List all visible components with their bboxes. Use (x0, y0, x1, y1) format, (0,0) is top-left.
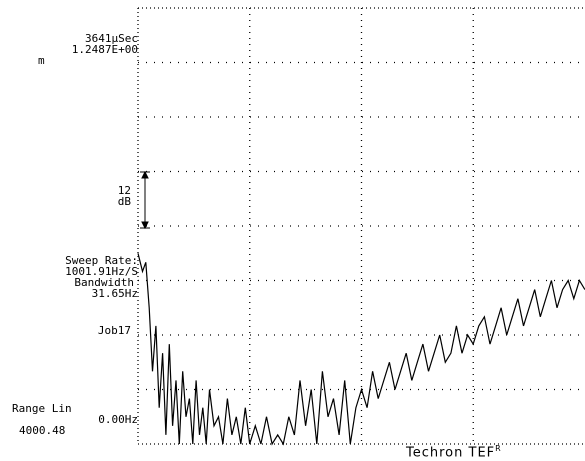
scale-marker (140, 170, 150, 230)
response-trace (137, 253, 585, 446)
sweep-rate-value: 1001.91Hz/S (65, 265, 138, 278)
brand-name: Techron TEF (406, 445, 496, 461)
scale-marker-unit: dB (117, 195, 131, 208)
chart-grid (137, 7, 585, 445)
job-label: Job17 (97, 324, 131, 337)
scale-value-label: 1.2487E+00 (71, 43, 138, 56)
scale-marker-value: 12 (117, 184, 131, 197)
brand-logo: Techron TEFR (406, 444, 502, 460)
sweep-time-label: 3641µSec (85, 32, 138, 45)
bandwidth-label: Bandwidth (74, 276, 134, 289)
bandwidth-value: 31.65Hz (91, 287, 138, 300)
brand-mark: R (495, 444, 502, 453)
range-mode-label: Range Lin (12, 402, 72, 415)
range-start-label: 0.00Hz (98, 413, 138, 426)
range-end-label: 4000.48 (19, 424, 66, 437)
sweep-rate-label: Sweep Rate: (65, 254, 138, 267)
unit-m-label: m (38, 54, 45, 67)
